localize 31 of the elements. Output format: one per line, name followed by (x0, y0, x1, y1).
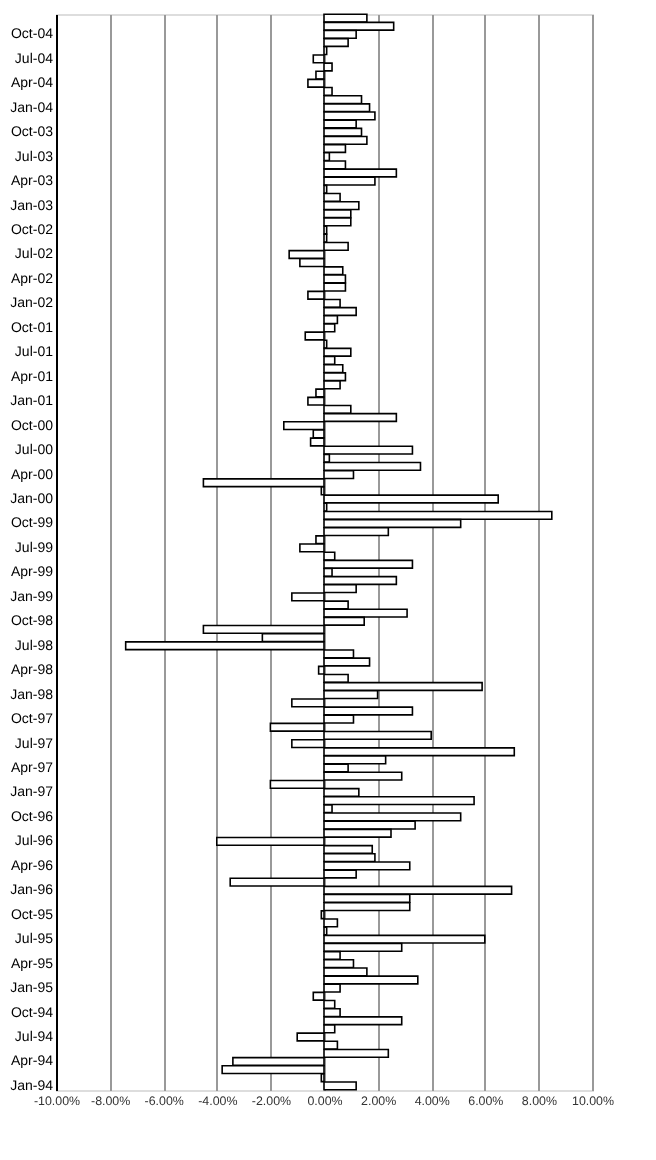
bar (323, 795, 475, 806)
bar (323, 461, 422, 472)
bar (323, 1016, 403, 1026)
bar (323, 347, 352, 357)
bar (323, 918, 339, 928)
bar (323, 681, 483, 692)
bar (323, 380, 341, 390)
bar (323, 135, 368, 146)
bar (323, 168, 398, 178)
bar (323, 575, 398, 586)
bar (323, 657, 371, 667)
bar (323, 934, 486, 944)
bar (323, 200, 360, 211)
bar (323, 1081, 357, 1091)
bar (307, 78, 325, 88)
bar (323, 975, 419, 985)
bar (323, 812, 462, 822)
bar (323, 559, 414, 569)
bar (323, 861, 411, 871)
bar (312, 54, 325, 64)
bar (323, 494, 499, 504)
bar (323, 510, 553, 520)
bar (323, 306, 357, 317)
bar (323, 37, 349, 48)
bar (323, 608, 408, 618)
bar (323, 901, 411, 912)
bar (323, 217, 352, 227)
bar (323, 111, 376, 121)
bar (221, 1064, 325, 1075)
bar (323, 21, 395, 31)
bar (315, 70, 325, 80)
